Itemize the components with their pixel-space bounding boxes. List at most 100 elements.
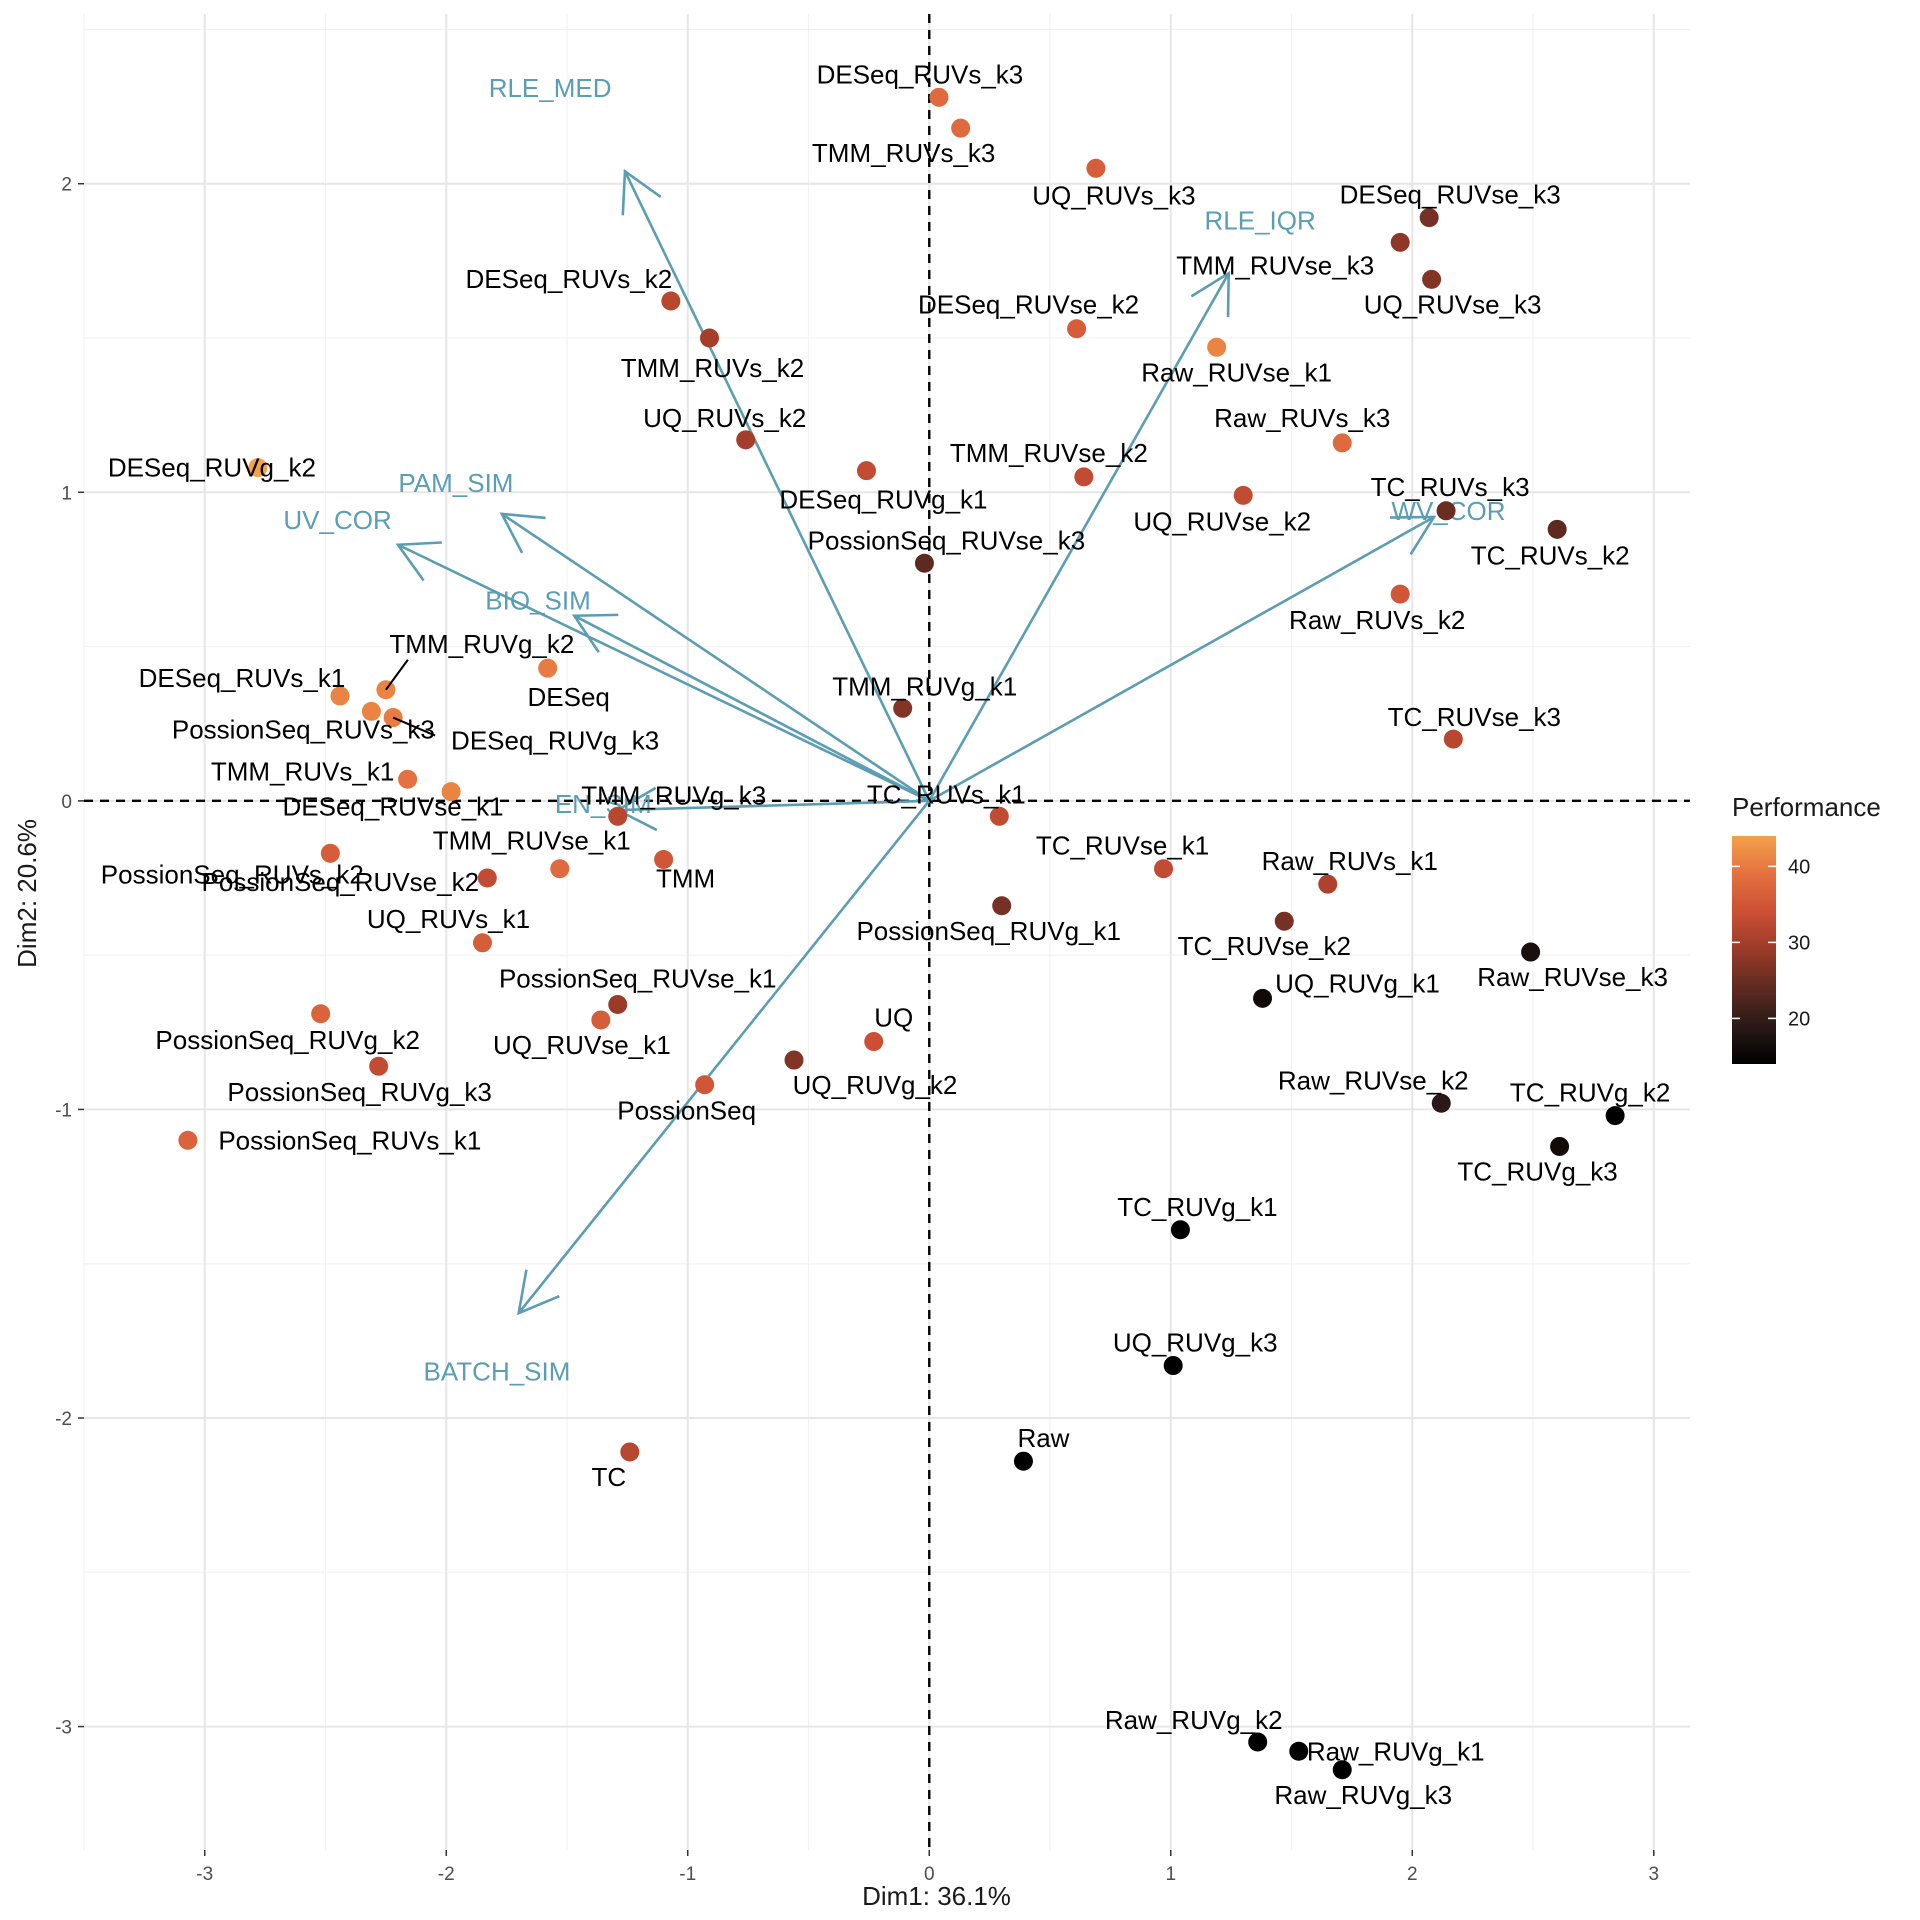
point-label: PossionSeq <box>617 1096 756 1126</box>
data-point <box>538 658 558 678</box>
data-point <box>784 1050 804 1070</box>
data-point <box>1332 1760 1352 1780</box>
data-point <box>178 1130 198 1150</box>
point-label: UQ_RUVs_k2 <box>643 403 806 433</box>
x-tick-label: -1 <box>679 1864 696 1885</box>
data-point <box>989 806 1009 826</box>
data-point <box>1390 584 1410 604</box>
point-label: DESeq_RUVse_k3 <box>1340 180 1561 210</box>
legend-ticks: 20 30 40 <box>1732 856 1810 1030</box>
y-tick-label: 0 <box>61 792 72 813</box>
data-point <box>1390 232 1410 252</box>
data-point <box>550 859 570 879</box>
data-point <box>893 698 913 718</box>
point-label: PossionSeq_RUVse_k3 <box>808 525 1086 555</box>
data-point <box>330 686 350 706</box>
data-point <box>654 849 674 869</box>
point-label: UQ_RUVse_k1 <box>493 1030 671 1060</box>
data-point <box>1163 1356 1183 1376</box>
point-label: TMM_RUVs_k3 <box>812 138 995 168</box>
point-label: PossionSeq_RUVs_k1 <box>218 1125 481 1155</box>
arrow-uv-cor: UV_COR <box>283 505 930 803</box>
variable-label: RLE_IQR <box>1204 206 1315 236</box>
data-point <box>1274 911 1294 931</box>
data-point <box>1431 1093 1451 1113</box>
arrow-en-sim: EN_SIM <box>555 786 930 832</box>
arrow-head <box>1190 270 1231 318</box>
arrow-shaft <box>617 799 930 812</box>
performance-legend: Performance 20 30 40 <box>1732 792 1881 1064</box>
grid <box>83 14 1690 1850</box>
x-axis-title: Dim1: 36.1% <box>862 1881 1011 1911</box>
point-label: TC_RUVse_k1 <box>1036 831 1209 861</box>
arrow-shaft <box>928 272 1230 802</box>
point-label: Raw_RUVs_k1 <box>1262 846 1438 876</box>
x-tick-label: 2 <box>1407 1864 1418 1885</box>
point-label: TC_RUVse_k3 <box>1388 702 1561 732</box>
data-point <box>856 461 876 481</box>
arrow-bio-sim: BIO_SIM <box>485 585 930 803</box>
data-point <box>929 87 949 107</box>
point-label: UQ <box>874 1003 913 1033</box>
data-point <box>1289 1741 1309 1761</box>
arrow-shaft <box>928 515 1435 802</box>
data-point <box>736 430 756 450</box>
data-point <box>1233 485 1253 505</box>
label-leader-line <box>392 716 436 737</box>
data-point <box>398 769 418 789</box>
arrow-shaft <box>517 800 931 1314</box>
point-label: PossionSeq_RUVse_k2 <box>202 867 480 897</box>
data-point <box>1443 729 1463 749</box>
point-label: TMM_RUVse_k2 <box>950 438 1148 468</box>
data-point <box>992 896 1012 916</box>
point-label: PossionSeq_RUVg_k1 <box>856 916 1121 946</box>
data-point <box>661 291 681 311</box>
data-point <box>608 806 628 826</box>
variable-label: PAM_SIM <box>398 468 513 498</box>
point-label: Raw <box>1017 1423 1069 1453</box>
data-point <box>1074 467 1094 487</box>
point-label: PossionSeq_RUVse_k1 <box>499 964 777 994</box>
data-point <box>477 868 497 888</box>
arrow-shaft <box>501 512 930 802</box>
point-label: TC_RUVg_k3 <box>1457 1156 1617 1186</box>
data-point <box>1318 874 1338 894</box>
data-point <box>951 118 971 138</box>
point-label: PossionSeq_RUVs_k2 <box>101 859 364 889</box>
arrow-shaft <box>623 170 931 802</box>
data-point <box>320 843 340 863</box>
data-point <box>914 553 934 573</box>
point-label: UQ_RUVs_k3 <box>1032 180 1195 210</box>
label-leader-line <box>385 659 409 691</box>
point-label: TC_RUVg_k2 <box>1510 1078 1670 1108</box>
point-label: Raw_RUVse_k3 <box>1477 962 1668 992</box>
data-point <box>369 1056 389 1076</box>
x-tick-label: -2 <box>438 1864 455 1885</box>
y-axis-title: Dim2: 20.6% <box>12 819 42 968</box>
arrow-shaft <box>397 543 930 803</box>
point-label: TMM_RUVs_k2 <box>621 353 804 383</box>
point-label: DESeq_RUVs_k2 <box>466 264 673 294</box>
point-label: TC_RUVs_k3 <box>1371 472 1530 502</box>
arrow-shaft <box>573 614 930 803</box>
data-point <box>1170 1220 1190 1240</box>
point-label: TMM_RUVg_k1 <box>832 671 1017 701</box>
point-label: TMM_RUVse_k3 <box>1176 250 1374 280</box>
point-label: DESeq_RUVg_k3 <box>451 726 659 756</box>
data-point <box>472 933 492 953</box>
point-label: TMM_RUVs_k1 <box>211 756 394 786</box>
point-label: Raw_RUVg_k1 <box>1307 1736 1485 1766</box>
point-label: Raw_RUVs_k2 <box>1289 605 1465 635</box>
point-label: DESeq <box>527 682 609 712</box>
point-label: DESeq_RUVs_k3 <box>817 59 1024 89</box>
y-tick-label: -3 <box>55 1718 72 1739</box>
data-point <box>1207 337 1227 357</box>
axes: -3 -2 -1 0 1 2 3 -3 -2 -1 0 1 2 <box>55 175 1659 1885</box>
point-label: DESeq_RUVg_k2 <box>108 453 316 483</box>
data-point <box>361 701 381 721</box>
point-label: TC_RUVg_k1 <box>1117 1192 1277 1222</box>
arrow-batch-sim: BATCH_SIM <box>424 800 931 1387</box>
